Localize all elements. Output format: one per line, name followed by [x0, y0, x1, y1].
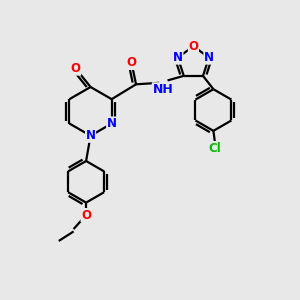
Text: O: O [81, 208, 91, 222]
Text: N: N [204, 51, 214, 64]
Text: N: N [173, 51, 183, 64]
Text: N: N [107, 117, 117, 130]
Text: N: N [85, 129, 96, 142]
Text: O: O [127, 56, 136, 69]
Text: O: O [71, 62, 81, 75]
Text: Cl: Cl [208, 142, 221, 154]
Text: NH: NH [152, 83, 173, 96]
Text: O: O [188, 40, 198, 53]
